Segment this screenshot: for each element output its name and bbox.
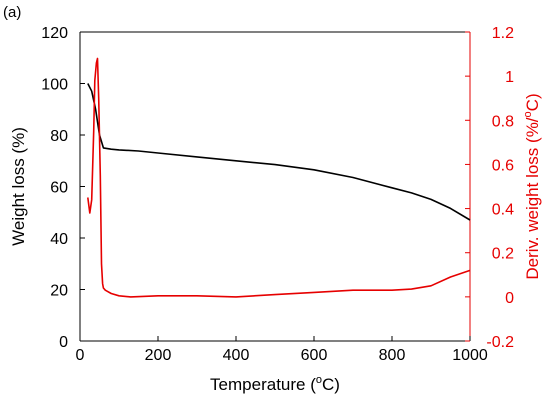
x-tick-label-1: 200 xyxy=(145,347,172,364)
y-left-tick-label-3: 60 xyxy=(50,180,68,197)
x-tick-label-2: 400 xyxy=(223,347,250,364)
y-left-tick-label-2: 40 xyxy=(50,231,68,248)
y-axis-left-title: Weight loss (%) xyxy=(9,127,28,246)
y-right-tick-label-2: 0.2 xyxy=(492,246,514,263)
y-left-tick-label-0: 0 xyxy=(59,334,68,351)
y-right-tick-label-0: -0.2 xyxy=(486,334,514,351)
y-right-tick-label-7: 1.2 xyxy=(492,25,514,42)
y-axis-right-title: Deriv. weight loss (%/oC) xyxy=(522,93,542,279)
y-right-tick-label-6: 1 xyxy=(505,69,514,86)
x-tick-label-3: 600 xyxy=(301,347,328,364)
y-left-tick-label-6: 120 xyxy=(41,25,68,42)
y-right-tick-label-1: 0 xyxy=(505,290,514,307)
x-tick-label-0: 0 xyxy=(76,347,85,364)
panel-label: (a) xyxy=(3,4,22,21)
y-left-tick-label-1: 20 xyxy=(50,283,68,300)
y-right-tick-label-5: 0.8 xyxy=(492,113,514,130)
y-left-tick-label-4: 80 xyxy=(50,128,68,145)
y-right-tick-label-4: 0.6 xyxy=(492,157,514,174)
deriv-weight-loss-line xyxy=(87,57,471,298)
x-tick-label-4: 800 xyxy=(379,347,406,364)
weight-loss-line xyxy=(87,83,471,221)
x-tick-label-5: 1000 xyxy=(452,347,488,364)
y-right-tick-label-3: 0.4 xyxy=(492,202,514,219)
y-left-tick-label-5: 100 xyxy=(41,77,68,94)
x-axis-title: Temperature (oC) xyxy=(210,374,340,394)
